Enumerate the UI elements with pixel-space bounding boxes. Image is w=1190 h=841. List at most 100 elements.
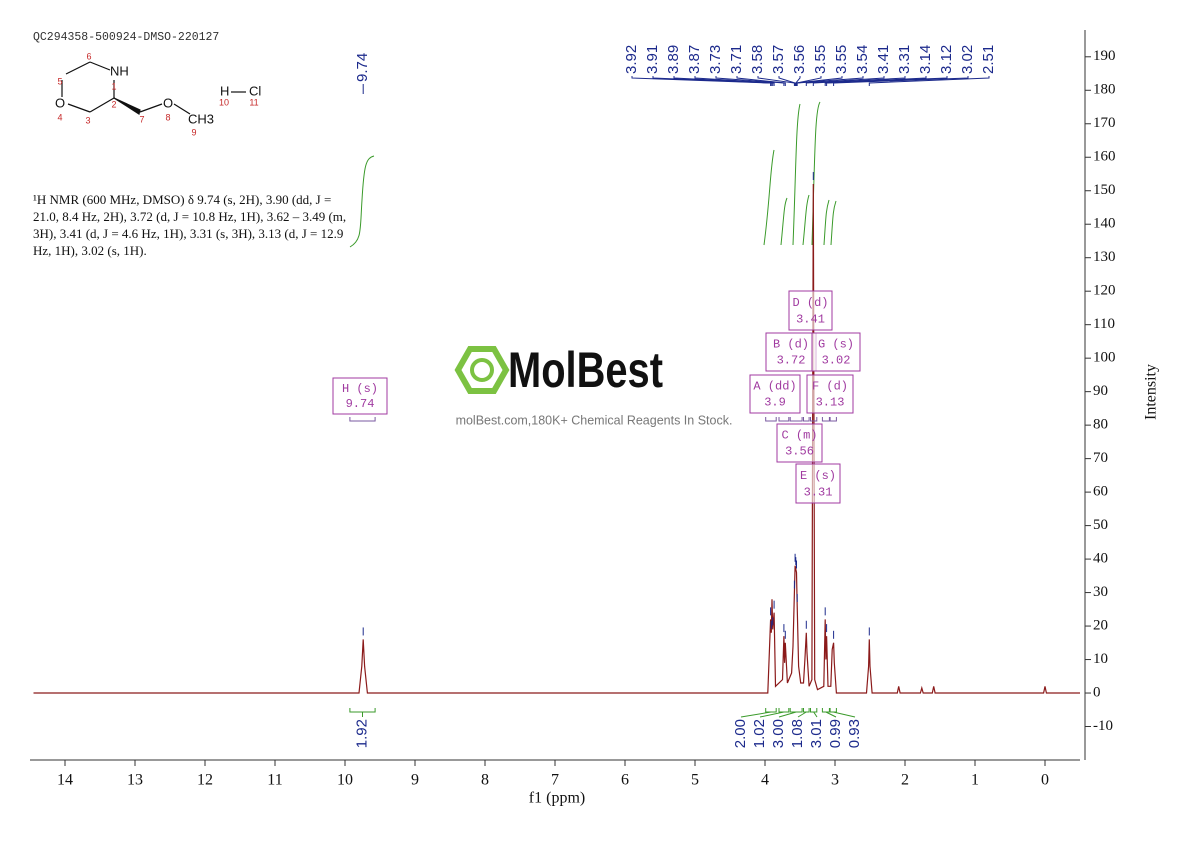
bond xyxy=(65,61,91,75)
integral-connector xyxy=(813,711,818,718)
x-tick-label: 11 xyxy=(267,772,282,789)
multiplet-range xyxy=(803,417,810,422)
peak-label: 3.55 xyxy=(812,45,829,74)
x-tick-label: 5 xyxy=(691,772,699,789)
y-tick-label: 120 xyxy=(1093,283,1116,299)
y-tick-label: 90 xyxy=(1093,383,1108,399)
atom-number: 9 xyxy=(191,127,196,137)
integral-curve xyxy=(780,197,788,246)
multiplet-range xyxy=(349,417,376,422)
watermark-brand: MolBest xyxy=(508,342,663,398)
multiplet-box xyxy=(776,423,823,463)
peak-label: 9.74 xyxy=(354,53,371,82)
y-tick-label: 170 xyxy=(1093,115,1116,131)
peak-label: 3.73 xyxy=(707,45,724,74)
peak-label: 3.58 xyxy=(749,45,766,74)
peak-connector xyxy=(715,76,785,86)
integral-label: 0.99 xyxy=(827,719,844,748)
logo xyxy=(454,346,510,394)
peak-label: 2.51 xyxy=(980,45,997,74)
integral-bracket xyxy=(778,708,790,713)
peak-label: 3.02 xyxy=(959,45,976,74)
integral-curve xyxy=(792,103,801,246)
y-axis-label: Intensity xyxy=(1143,364,1160,420)
x-tick-label: 1 xyxy=(971,772,979,789)
integral-connector xyxy=(833,711,856,718)
x-tick-label: 0 xyxy=(1041,772,1049,789)
peak-label: 3.56 xyxy=(791,45,808,74)
peak-connector xyxy=(694,76,775,86)
x-tick-label: 8 xyxy=(481,772,489,789)
integral-bracket xyxy=(810,708,818,713)
multiplet-range xyxy=(789,417,803,422)
multiplet-shift: 9.74 xyxy=(346,397,375,411)
y-tick-label: 110 xyxy=(1093,316,1115,332)
y-tick-label: 100 xyxy=(1093,350,1116,366)
multiplet-box xyxy=(795,463,841,504)
multiplet-shift: 3.13 xyxy=(816,396,845,410)
multiplet-shift: 3.41 xyxy=(796,312,825,326)
multiplet-name: D (d) xyxy=(792,296,828,310)
multiplet-name: E (s) xyxy=(800,469,836,483)
peak-label: 3.71 xyxy=(728,45,745,74)
multiplet-range xyxy=(829,417,837,422)
y-tick-label: 30 xyxy=(1093,584,1108,600)
atom: Cl xyxy=(249,83,261,98)
y-tick-label: 70 xyxy=(1093,450,1108,466)
peak-connector xyxy=(812,76,906,86)
integral-label: 3.00 xyxy=(770,719,787,748)
integral-curve xyxy=(830,200,837,246)
multiplet-range xyxy=(765,417,777,422)
peak-connector xyxy=(673,76,774,86)
atom-number: 3 xyxy=(85,115,90,125)
atom-number: 8 xyxy=(165,112,170,122)
peak-label: 3.41 xyxy=(875,45,892,74)
multiplet-box xyxy=(806,374,854,414)
multiplet-shift: 3.56 xyxy=(785,445,814,459)
atom: NH xyxy=(110,63,129,78)
atom-number: 1 xyxy=(111,81,116,91)
peak-label: 3.14 xyxy=(917,45,934,74)
atom: CH3 xyxy=(188,111,214,126)
peak-connector xyxy=(778,76,796,86)
peak-connector xyxy=(796,76,864,86)
peak-label: 3.87 xyxy=(686,45,703,74)
y-tick-label: 50 xyxy=(1093,517,1108,533)
peak-label: 3.91 xyxy=(644,45,661,74)
multiplet-box xyxy=(749,374,801,414)
peak-label: 3.55 xyxy=(833,45,850,74)
y-tick-label: 0 xyxy=(1093,684,1101,700)
integral-curves xyxy=(349,101,837,248)
x-axis-label: f1 (ppm) xyxy=(529,790,585,807)
atom-number: 6 xyxy=(86,51,91,61)
peak-connector xyxy=(736,76,786,86)
peak-label: 3.89 xyxy=(665,45,682,74)
peak-connector xyxy=(805,76,885,86)
y-tick-label: 80 xyxy=(1093,417,1108,433)
integral-bracket xyxy=(803,708,810,713)
structure xyxy=(61,61,246,115)
y-tick-label: 40 xyxy=(1093,551,1108,567)
peak-connector xyxy=(796,76,843,86)
peak-connector xyxy=(757,76,795,86)
atom-number: 2 xyxy=(111,99,116,109)
multiplet-name: F (d) xyxy=(812,380,848,394)
wedge-bond xyxy=(113,97,141,115)
multiplet-range xyxy=(810,417,818,422)
integral-bracket xyxy=(829,708,837,713)
sample-id: QC294358-500924-DMSO-220127 xyxy=(33,31,219,44)
multiplet-name: G (s) xyxy=(818,338,854,352)
atom: O xyxy=(163,95,173,110)
multiplet-range xyxy=(821,417,830,422)
multiplet-box xyxy=(788,290,833,331)
bond xyxy=(89,61,111,71)
integral-label: 1.92 xyxy=(353,719,370,748)
peak-label: 3.54 xyxy=(854,45,871,74)
x-tick-label: 12 xyxy=(197,772,213,789)
atom: O xyxy=(55,95,65,110)
x-tick-label: 7 xyxy=(551,772,559,789)
atom-number: 5 xyxy=(57,76,62,86)
peak-connector xyxy=(652,76,772,86)
integral-label: 3.01 xyxy=(808,719,825,748)
